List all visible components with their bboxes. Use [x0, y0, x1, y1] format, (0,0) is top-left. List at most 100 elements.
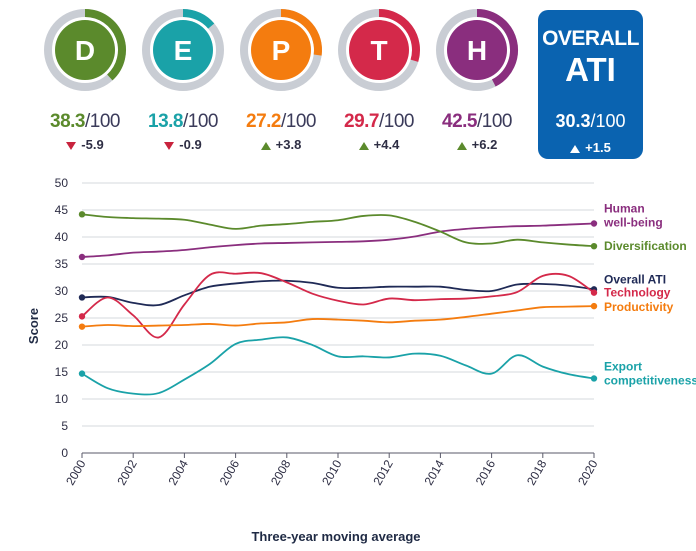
series-line-technology — [81, 271, 595, 339]
score-value: 30.3 — [555, 111, 591, 131]
down-triangle-icon — [164, 141, 175, 150]
ring-progress — [280, 9, 322, 56]
score-denominator: /100 — [183, 111, 218, 132]
series-label: Export — [604, 359, 642, 373]
dimension-d-score: 38.3/100 — [35, 111, 135, 133]
x-tick-label: 2018 — [524, 457, 550, 487]
y-tick-label: 10 — [55, 392, 69, 406]
change-value: +6.2 — [471, 137, 498, 152]
dimension-letter: P — [272, 35, 291, 66]
dimension-p-change: +3.8 — [231, 137, 331, 152]
y-tick-label: 0 — [61, 446, 68, 460]
endpoint-marker — [590, 242, 598, 250]
y-tick-label: 15 — [55, 365, 69, 379]
up-triangle-icon — [260, 141, 271, 150]
up-triangle-icon — [456, 141, 467, 150]
dimension-letter: T — [370, 35, 387, 66]
score-ring: T — [338, 9, 420, 91]
series-line-human-well-being — [81, 222, 595, 258]
score-denominator: /100 — [379, 111, 414, 132]
x-tick-label: 2014 — [422, 457, 448, 487]
endpoint-marker — [590, 289, 598, 296]
series-label: well-being — [603, 216, 663, 230]
dimension-t-score: 29.7/100 — [329, 111, 429, 133]
score-ring: E — [142, 9, 224, 91]
change-value: -0.9 — [179, 137, 202, 152]
dimension-e-change: -0.9 — [133, 137, 233, 152]
up-triangle-icon — [570, 144, 581, 153]
ring-progress — [476, 9, 518, 87]
x-tick-label: 2010 — [319, 457, 345, 487]
overall-title-line1: OVERALL — [542, 27, 639, 50]
endpoint-marker — [590, 302, 598, 310]
y-tick-label: 50 — [55, 176, 69, 190]
endpoint-marker — [590, 220, 598, 227]
y-tick-label: 45 — [55, 203, 69, 217]
gridlines — [82, 182, 594, 454]
series-label: Productivity — [604, 300, 674, 314]
dimension-badge — [55, 20, 115, 80]
score-value: 13.8 — [148, 111, 183, 132]
score-denominator: /100 — [477, 111, 512, 132]
endpoint-marker — [590, 375, 598, 382]
score-ring: H — [436, 9, 518, 91]
change-value: +3.8 — [275, 137, 302, 152]
y-axis-label: Score — [26, 308, 41, 344]
dimension-badge — [251, 20, 311, 80]
dimension-e-ring: E — [141, 8, 225, 92]
score-value: 29.7 — [344, 111, 379, 132]
score-value: 42.5 — [442, 111, 477, 132]
endpoint-marker — [78, 294, 86, 301]
y-tick-label: 35 — [55, 257, 69, 271]
series-line-productivity — [81, 305, 595, 328]
series-lines — [78, 211, 598, 396]
endpoint-marker — [78, 313, 86, 320]
score-denominator: /100 — [590, 111, 626, 131]
overall-change: +1.5 — [538, 140, 643, 155]
dimension-d-change: -5.9 — [35, 137, 135, 152]
dimension-d-ring: D — [43, 8, 127, 92]
score-value: 27.2 — [246, 111, 281, 132]
dimension-p-ring: P — [239, 8, 323, 92]
series-label: competitiveness — [604, 373, 696, 387]
x-axis-ticks: 2000 2002 2004 2006 2008 2010 2012 2014 2016 2018… — [63, 453, 601, 488]
series-label: Technology — [604, 286, 671, 300]
series-line-diversification — [81, 213, 595, 248]
score-ring: D — [44, 9, 126, 91]
dimension-badge — [153, 20, 213, 80]
dimension-e-score: 13.8/100 — [133, 111, 233, 133]
endpoint-marker — [78, 253, 86, 261]
ring-progress — [378, 9, 420, 62]
x-tick-label: 2006 — [217, 457, 243, 487]
dimension-h-change: +6.2 — [427, 137, 527, 152]
series-label: Overall ATI — [604, 272, 666, 286]
x-tick-label: 2002 — [114, 457, 140, 487]
x-tick-label: 2016 — [473, 457, 499, 487]
dimension-letter: D — [75, 35, 95, 66]
series-line-overall-ati — [81, 279, 595, 307]
dimension-t-change: +4.4 — [329, 137, 429, 152]
y-tick-label: 30 — [55, 284, 69, 298]
y-tick-label: 25 — [55, 311, 69, 325]
score-ring: P — [240, 9, 322, 91]
overall-title-line2: ATI — [565, 51, 616, 88]
score-denominator: /100 — [281, 111, 316, 132]
overall-ati-card: OVERALL ATI 30.3/100 +1.5 — [538, 10, 643, 159]
ring-progress — [84, 9, 126, 81]
y-tick-label: 20 — [55, 338, 69, 352]
x-tick-label: 2008 — [268, 457, 294, 487]
change-value: +4.4 — [373, 137, 400, 152]
ring-progress — [182, 9, 215, 29]
up-triangle-icon — [358, 141, 369, 150]
y-axis-ticks: 0 5 10 15 20 25 30 35 40 45 50 — [55, 176, 69, 460]
series-line-export-competitiveness — [81, 336, 595, 396]
down-triangle-icon — [66, 141, 77, 150]
endpoint-marker — [78, 323, 86, 330]
dimension-h-score: 42.5/100 — [427, 111, 527, 133]
dimension-letter: H — [467, 35, 487, 66]
x-tick-label: 2020 — [575, 457, 601, 487]
change-value: +1.5 — [585, 140, 611, 155]
series-label: Human — [604, 202, 645, 216]
dimension-badge — [349, 20, 409, 80]
dimension-summary: D E P T H 38.3/100 13.8/100 27.2/100 29.… — [0, 0, 696, 165]
